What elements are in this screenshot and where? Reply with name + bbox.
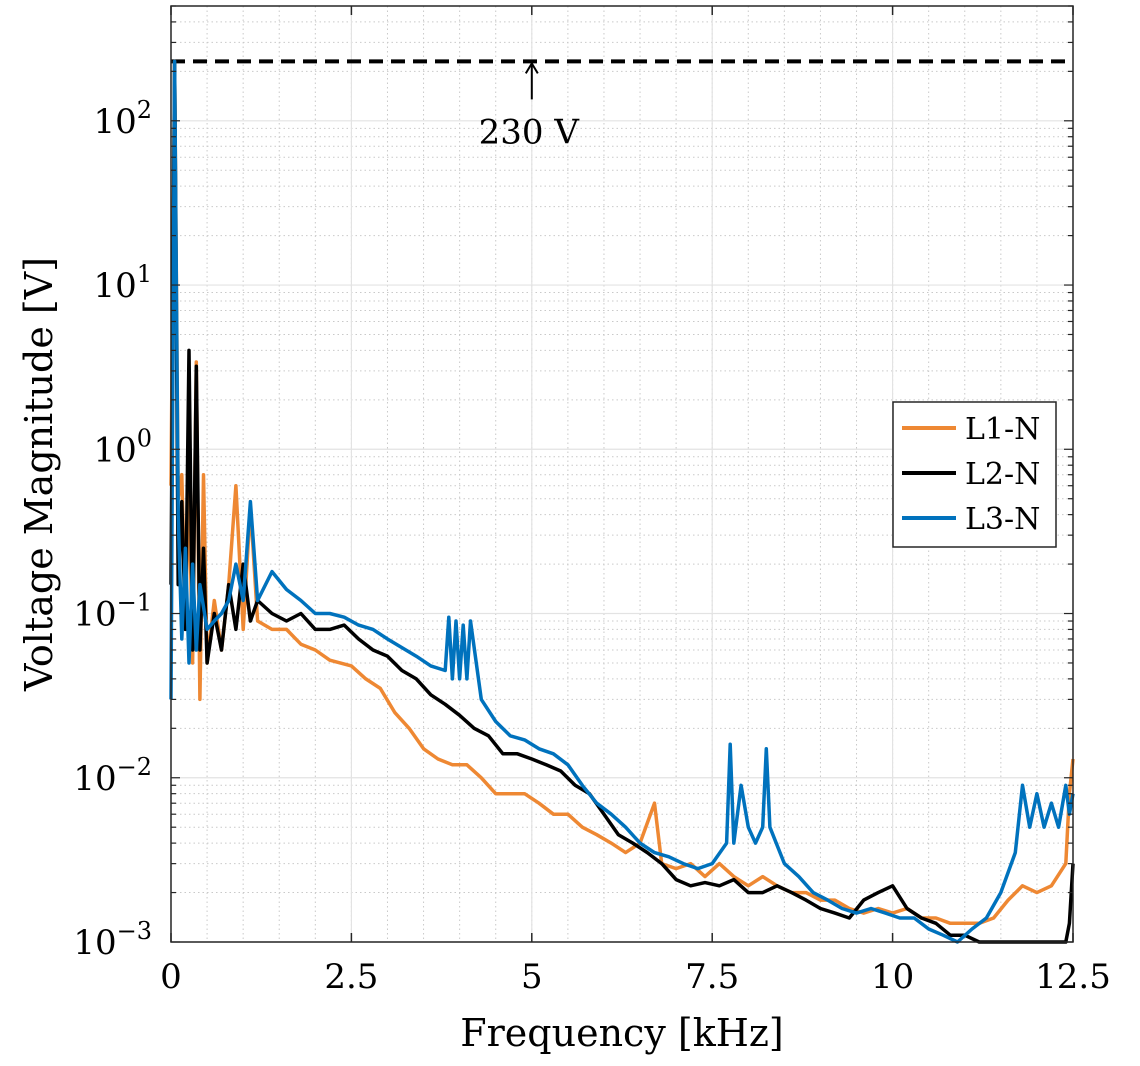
x-tick-label: 0: [160, 957, 182, 997]
plot-frame: [170, 5, 1074, 943]
grid: [170, 5, 1074, 943]
legend: L1-N L2-N L3-N: [892, 401, 1057, 548]
y-tick-label: 10−1: [73, 589, 152, 635]
annotation-arrow-head: [524, 61, 539, 74]
annotation-label: 230 V: [479, 112, 581, 152]
legend-label-l2-n: L2-N: [965, 457, 1040, 492]
y-tick-label: 101: [93, 260, 152, 306]
series-layer: [169, 59, 1075, 944]
series-line-l2-n: [169, 59, 1075, 944]
axes: [170, 5, 1074, 943]
y-tick-label: 10−3: [73, 917, 152, 963]
x-tick-label: 7.5: [685, 957, 739, 997]
y-axis-label: Voltage Magnitude [V]: [17, 257, 61, 692]
x-tick-label: 2.5: [324, 957, 378, 997]
x-tick-label: 12.5: [1035, 957, 1111, 997]
series-line-l3-n: [169, 59, 1075, 944]
x-tick-label: 5: [521, 957, 543, 997]
annotation-layer: 230 V: [479, 61, 581, 152]
legend-label-l1-n: L1-N: [965, 412, 1040, 447]
x-axis-label: Frequency [kHz]: [460, 1011, 783, 1055]
y-tick-label: 102: [93, 96, 152, 142]
y-tick-label: 100: [93, 424, 152, 470]
x-tick-label: 10: [871, 957, 914, 997]
legend-label-l3-n: L3-N: [965, 502, 1040, 537]
y-tick-label: 10−2: [73, 753, 152, 799]
tick-labels: 0 2.5 5 7.5 10 12.5 10−3 10−2 10−1 100 101 102: [73, 96, 1111, 997]
